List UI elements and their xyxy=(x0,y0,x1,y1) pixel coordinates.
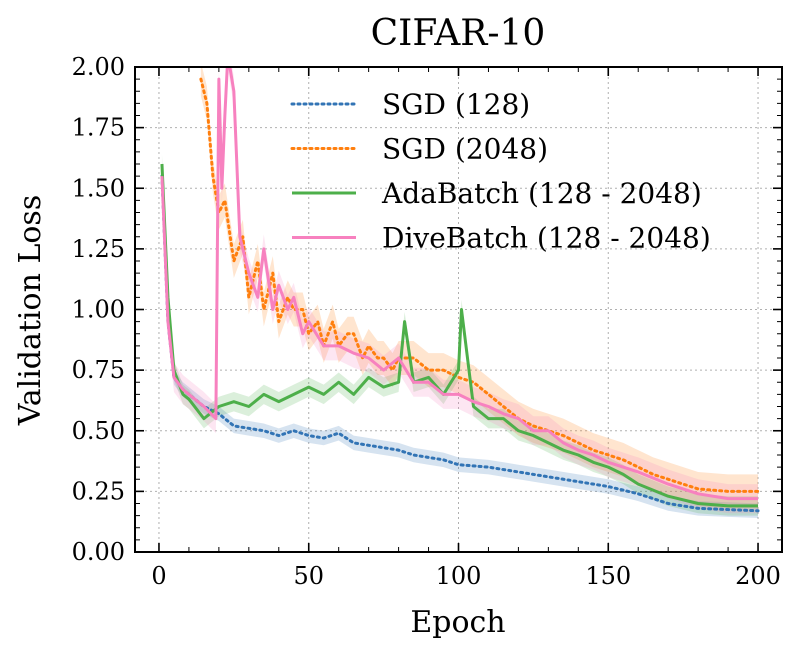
x-tick-label: 100 xyxy=(436,562,482,590)
y-tick-label: 1.75 xyxy=(72,114,125,142)
x-axis-label: Epoch xyxy=(410,605,505,640)
legend: SGD (128) SGD (2048) AdaBatch (128 - 2048)… xyxy=(290,88,711,255)
chart-title: CIFAR-10 xyxy=(371,13,546,54)
x-tick-label: 50 xyxy=(293,562,324,590)
legend-label-3: DiveBatch (128 - 2048) xyxy=(382,222,711,255)
y-tick-label: 1.00 xyxy=(72,296,125,324)
y-axis-label: Validation Loss xyxy=(13,195,48,426)
y-tick-label: 0.00 xyxy=(72,538,125,566)
series-line-3 xyxy=(160,67,759,501)
y-tick-label: 1.25 xyxy=(72,235,125,263)
x-tick-label: 150 xyxy=(585,562,631,590)
y-tick-label: 0.50 xyxy=(72,417,125,445)
series-line-0 xyxy=(160,174,760,513)
legend-label-2: AdaBatch (128 - 2048) xyxy=(381,177,702,210)
series-band-0 xyxy=(161,168,759,519)
series-band-1 xyxy=(200,67,759,509)
series-lines xyxy=(160,67,760,513)
legend-label-1: SGD (2048) xyxy=(382,133,548,166)
x-tick-label: 0 xyxy=(151,562,166,590)
y-tick-label: 2.00 xyxy=(72,53,125,81)
series-line-2 xyxy=(160,163,759,508)
axis-ticks: 0 50 100 150 200 0.00 0.25 0.50 0.75 1.00 1.25 1.50… xyxy=(72,53,782,590)
y-tick-label: 1.50 xyxy=(72,174,125,202)
legend-label-0: SGD (128) xyxy=(382,88,530,121)
series-line-1 xyxy=(199,77,760,493)
x-tick-label: 200 xyxy=(735,562,781,590)
y-tick-label: 0.25 xyxy=(72,477,125,505)
y-tick-label: 0.75 xyxy=(72,356,125,384)
